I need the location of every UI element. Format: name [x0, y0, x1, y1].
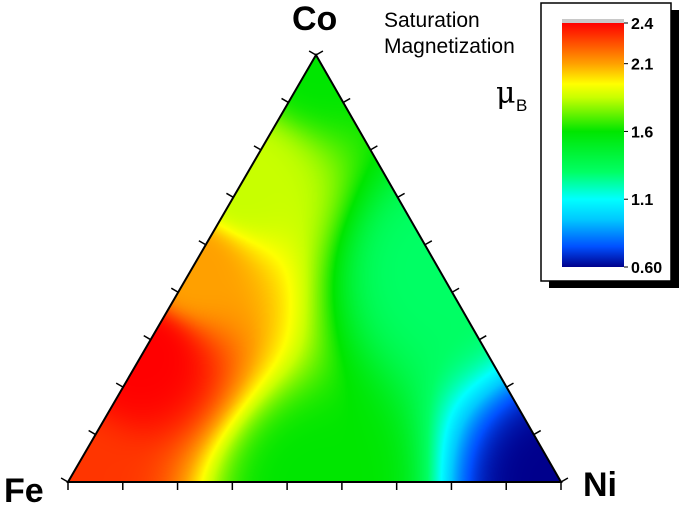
triangle-outline: [66, 52, 563, 483]
triangle-tick: [315, 50, 324, 56]
colorbar-tick-label: 2.1: [631, 57, 653, 74]
vertex-label-top: Co: [292, 0, 337, 38]
triangle-tick: [342, 97, 351, 104]
triangle-tick: [143, 335, 152, 341]
triangle-tick: [281, 97, 289, 104]
unit-subscript: B: [516, 96, 527, 115]
colorbar-ticks: 2.4 2.1 1.6 1.1 0.60: [624, 16, 662, 277]
chart-title-line-1: Saturation: [384, 9, 480, 32]
triangle-tick: [253, 145, 262, 151]
unit-symbol: μ: [496, 76, 516, 111]
triangle-tick: [198, 240, 207, 246]
vertex-label-left: Fe: [4, 472, 44, 507]
triangle-tick: [115, 382, 124, 388]
colorbar-tick-label: 0.60: [631, 260, 662, 277]
vertex-label-right: Ni: [583, 466, 617, 504]
triangle-tick: [226, 192, 234, 198]
triangle-tick: [424, 240, 433, 246]
triangle-tick: [308, 50, 317, 56]
triangle-tick: [451, 287, 460, 293]
triangle-ticks: [60, 50, 569, 490]
triangle-tick: [60, 477, 69, 483]
colorbar-top-cap: [562, 19, 624, 23]
chart-title-line-2: Magnetization: [384, 35, 515, 58]
triangle-tick: [170, 287, 179, 293]
colorbar-tick-label: 1.1: [631, 192, 653, 209]
colorbar-tick-label: 2.4: [631, 16, 653, 33]
triangle-tick: [397, 192, 405, 198]
colorbar-panel: 2.4 2.1 1.6 1.1 0.60: [540, 2, 679, 288]
triangle-tick: [478, 335, 487, 341]
triangle-tick: [506, 382, 514, 388]
triangle-tick: [370, 145, 378, 151]
triangle-tick: [88, 429, 96, 436]
colorbar-gradient: [562, 23, 624, 267]
triangle-tick: [533, 429, 542, 436]
colorbar-tick-label: 1.6: [631, 124, 653, 141]
triangle-tick: [560, 477, 569, 483]
